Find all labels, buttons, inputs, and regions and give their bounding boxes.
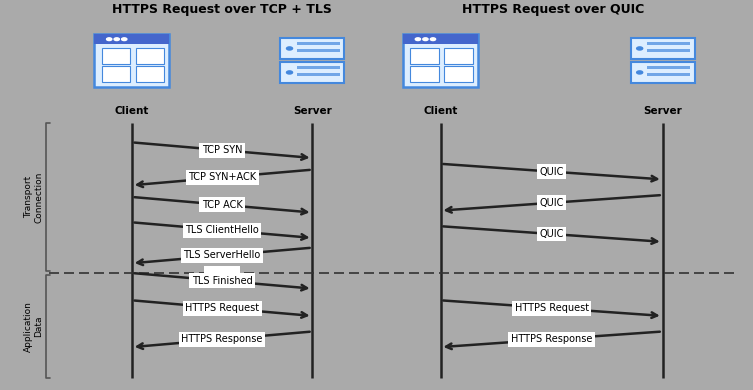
Bar: [136, 48, 164, 64]
Bar: [297, 66, 340, 69]
Bar: [94, 34, 169, 44]
Circle shape: [422, 38, 428, 41]
Text: HTTPS Response: HTTPS Response: [181, 334, 263, 344]
Bar: [280, 62, 344, 83]
Bar: [631, 38, 694, 59]
Bar: [297, 73, 340, 76]
Text: TCP SYN: TCP SYN: [202, 145, 242, 155]
Text: HTTPS Request over QUIC: HTTPS Request over QUIC: [462, 3, 645, 16]
Text: HTTPS Request: HTTPS Request: [514, 303, 589, 313]
Bar: [648, 66, 691, 69]
Bar: [280, 38, 344, 59]
Text: QUIC: QUIC: [539, 229, 564, 239]
Text: ............: ............: [206, 268, 238, 278]
Text: Client: Client: [423, 106, 458, 116]
Bar: [102, 66, 130, 82]
Text: HTTPS Request over TCP + TLS: HTTPS Request over TCP + TLS: [112, 3, 332, 16]
Bar: [444, 66, 473, 82]
Circle shape: [286, 71, 292, 74]
Text: TCP ACK: TCP ACK: [202, 200, 242, 210]
Bar: [410, 66, 439, 82]
Text: TLS Finished: TLS Finished: [192, 276, 252, 286]
Bar: [410, 48, 439, 64]
Circle shape: [114, 38, 119, 41]
Text: TLS ClientHello: TLS ClientHello: [185, 225, 259, 235]
Text: QUIC: QUIC: [539, 198, 564, 208]
Bar: [648, 73, 691, 76]
Bar: [648, 49, 691, 51]
FancyBboxPatch shape: [403, 34, 478, 87]
Circle shape: [286, 47, 292, 50]
Bar: [297, 42, 340, 44]
Text: HTTPS Response: HTTPS Response: [511, 334, 593, 344]
Circle shape: [637, 47, 642, 50]
Bar: [648, 42, 691, 44]
Bar: [444, 48, 473, 64]
Text: HTTPS Request: HTTPS Request: [185, 303, 259, 313]
Text: TLS ServerHello: TLS ServerHello: [184, 250, 261, 261]
Text: TCP SYN+ACK: TCP SYN+ACK: [188, 172, 256, 183]
Circle shape: [121, 38, 127, 41]
Circle shape: [430, 38, 435, 41]
Circle shape: [637, 71, 642, 74]
Bar: [631, 62, 694, 83]
Bar: [102, 48, 130, 64]
Text: Server: Server: [643, 106, 682, 116]
Bar: [297, 49, 340, 51]
FancyBboxPatch shape: [94, 34, 169, 87]
Text: QUIC: QUIC: [539, 167, 564, 177]
Text: Client: Client: [114, 106, 149, 116]
Circle shape: [106, 38, 111, 41]
Text: Transport
Connection: Transport Connection: [24, 171, 44, 223]
Text: Application
Data: Application Data: [24, 301, 44, 352]
Circle shape: [416, 38, 420, 41]
Bar: [136, 66, 164, 82]
Text: Server: Server: [293, 106, 332, 116]
Bar: [403, 34, 478, 44]
